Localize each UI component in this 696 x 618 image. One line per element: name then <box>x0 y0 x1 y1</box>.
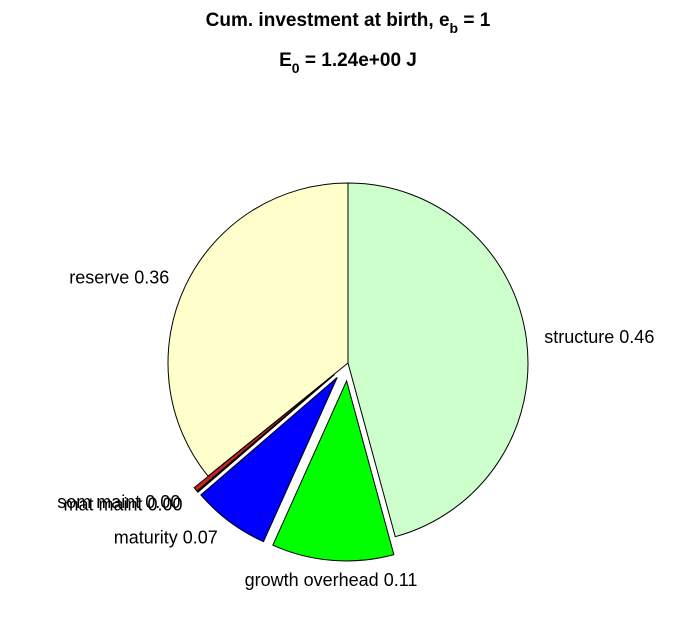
pie-slice <box>347 182 529 538</box>
value-label: 0.11 <box>384 570 418 590</box>
category-label: growth overhead <box>245 570 379 590</box>
subtitle-sub: 0 <box>292 60 300 76</box>
category-label: structure <box>544 327 614 347</box>
value-label: 0.00 <box>148 495 183 515</box>
category-label: maturity <box>114 528 178 548</box>
slice-label: som maint 0.00 <box>57 492 180 512</box>
pie-slice <box>200 377 338 543</box>
value-label: 0.46 <box>619 327 654 347</box>
value-label: 0.36 <box>134 268 169 288</box>
title-sub: b <box>450 20 459 36</box>
pie-slice <box>272 379 395 562</box>
slice-label: structure 0.46 <box>544 327 654 347</box>
slice-label: reserve 0.36 <box>69 268 169 288</box>
pie-slice <box>167 182 349 477</box>
slice-label: mat maint 0.00 <box>63 495 182 515</box>
category-label: reserve <box>69 268 129 288</box>
category-label: som maint <box>57 492 140 512</box>
slice-label: maturity 0.07 <box>114 528 218 548</box>
subtitle-part: E <box>279 50 292 71</box>
category-label: mat maint <box>63 495 142 515</box>
value-label: 0.00 <box>145 492 180 512</box>
title-part: Cum. investment at birth, e <box>206 10 450 31</box>
value-label: 0.07 <box>183 528 218 548</box>
pie-slice <box>193 374 335 492</box>
slice-label: growth overhead 0.11 <box>245 570 418 590</box>
subtitle-part: = 1.24e+00 J <box>300 50 417 71</box>
chart-subtitle: E0 = 1.24e+00 J <box>279 50 417 76</box>
title-part: = 1 <box>458 10 491 31</box>
chart-title: Cum. investment at birth, eb = 1 <box>206 10 491 36</box>
